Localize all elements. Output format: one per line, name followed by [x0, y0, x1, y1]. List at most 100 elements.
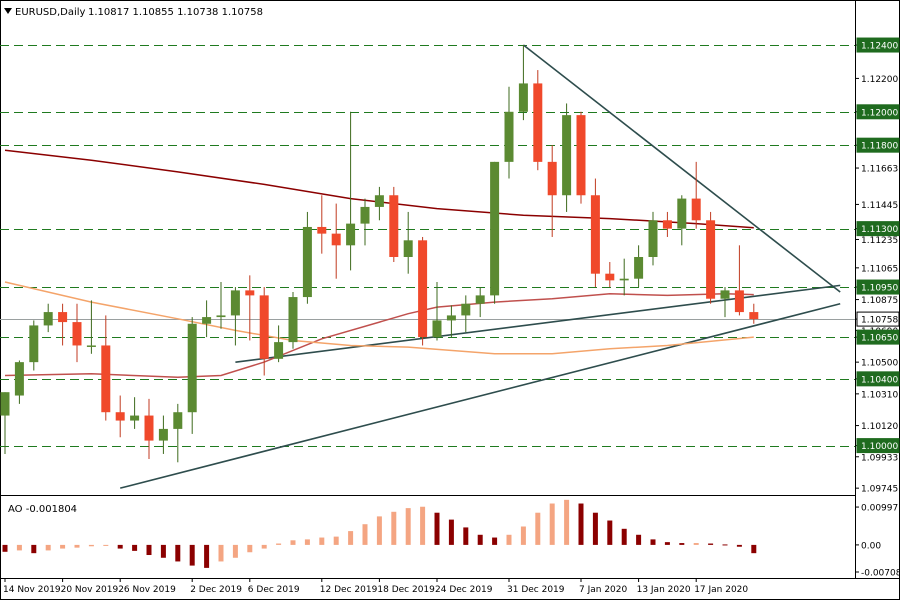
candle — [173, 403, 183, 463]
candle — [274, 325, 284, 363]
ao-bar — [679, 543, 685, 545]
ao-bar — [578, 503, 584, 545]
time-tick-label: 31 Dec 2019 — [507, 585, 565, 595]
level-price-tag — [856, 438, 900, 454]
ao-bar — [2, 544, 8, 552]
time-tick-label: 7 Jan 2020 — [579, 585, 627, 595]
candle-body — [677, 198, 687, 229]
candle — [58, 303, 68, 346]
ao-tick-label: -0.007087 — [861, 569, 900, 579]
ao-bar — [592, 512, 598, 545]
ao-bar — [160, 544, 166, 558]
candle — [432, 282, 442, 341]
candle-body — [634, 257, 644, 279]
candle-body — [749, 312, 759, 320]
candle-body — [0, 392, 10, 416]
candle — [749, 303, 759, 324]
price-tick-label: 1.10650 — [861, 334, 898, 344]
price-tick-label: 1.12000 — [861, 108, 898, 118]
price-tick-label: 1.11663 — [861, 165, 898, 175]
candle — [605, 262, 615, 288]
ao-bar — [621, 528, 627, 545]
candle — [101, 315, 111, 421]
candle — [619, 258, 629, 296]
ao-bar — [751, 544, 757, 554]
candle — [648, 211, 658, 266]
ao-bar — [45, 544, 51, 551]
ao-bar — [31, 544, 37, 554]
candle — [662, 211, 672, 237]
symbol-label: EURUSD,Daily — [15, 7, 86, 18]
time-tick-label: 14 Nov 2019 — [3, 585, 61, 595]
price-tick-label: 1.10000 — [861, 442, 898, 452]
ao-bar — [348, 531, 354, 545]
candle-body — [202, 317, 212, 324]
price-tick-label: 1.11800 — [861, 142, 898, 152]
candle — [389, 186, 399, 263]
candle-body — [490, 161, 500, 296]
level-price-tag — [856, 329, 900, 345]
candle-body — [216, 315, 226, 318]
candles — [0, 45, 759, 463]
ao-bar — [304, 539, 310, 545]
candle — [490, 161, 500, 304]
ao-bar — [391, 511, 397, 545]
candle — [576, 111, 586, 204]
ao-bar — [261, 544, 267, 549]
ao-bar — [218, 544, 224, 562]
ao-bar — [564, 499, 570, 545]
candle-body — [619, 278, 629, 281]
trendline — [522, 44, 841, 293]
price-tick-label: 1.10875 — [861, 296, 898, 306]
candle — [590, 178, 600, 288]
ao-bar — [146, 544, 152, 556]
dropdown-triangle-icon[interactable] — [4, 8, 12, 14]
ao-bar — [535, 512, 541, 545]
ao-bar — [376, 516, 382, 545]
candle-body — [331, 233, 341, 246]
price-tick-label: 1.09933 — [861, 453, 898, 463]
candle — [360, 198, 370, 246]
candle-body — [720, 290, 730, 299]
ao-bar — [132, 544, 138, 551]
ao-bar — [290, 540, 296, 545]
ao-label: AO -0.001804 — [8, 504, 77, 515]
ao-bar — [506, 534, 512, 545]
ao-bar — [607, 520, 613, 545]
candle — [115, 395, 125, 438]
candle — [677, 195, 687, 246]
candle-body — [274, 342, 284, 359]
candle — [72, 303, 82, 363]
candle-body — [158, 428, 168, 441]
ao-bar — [60, 544, 66, 549]
time-tick-label: 26 Nov 2019 — [118, 585, 176, 595]
time-tick-label: 2 Dec 2019 — [190, 585, 242, 595]
candle — [533, 70, 543, 171]
candle-body — [662, 220, 672, 229]
price-tick-label: 1.10400 — [861, 375, 898, 385]
candle — [446, 305, 456, 338]
ao-tick-label: 0.00 — [861, 541, 881, 551]
ao-bar — [463, 527, 469, 545]
candle — [475, 287, 485, 318]
candle-body — [259, 295, 269, 359]
candle-body — [562, 115, 572, 196]
ao-bar — [420, 506, 426, 545]
candle-body — [533, 83, 543, 162]
candle-body — [115, 412, 125, 421]
time-tick-label: 20 Nov 2019 — [61, 585, 119, 595]
candle-body — [130, 415, 140, 421]
candle-body — [14, 362, 24, 396]
ao-bar — [492, 537, 498, 545]
candle — [288, 292, 298, 349]
candle-body — [374, 195, 384, 207]
ao-bar — [448, 519, 454, 545]
ao-bar — [333, 536, 339, 545]
time-tick-label: 6 Dec 2019 — [248, 585, 300, 595]
candle — [0, 392, 10, 454]
candle — [43, 303, 53, 333]
candle-body — [648, 220, 658, 257]
ao-bar — [16, 544, 22, 551]
candle — [259, 287, 269, 376]
candle-body — [518, 83, 528, 112]
